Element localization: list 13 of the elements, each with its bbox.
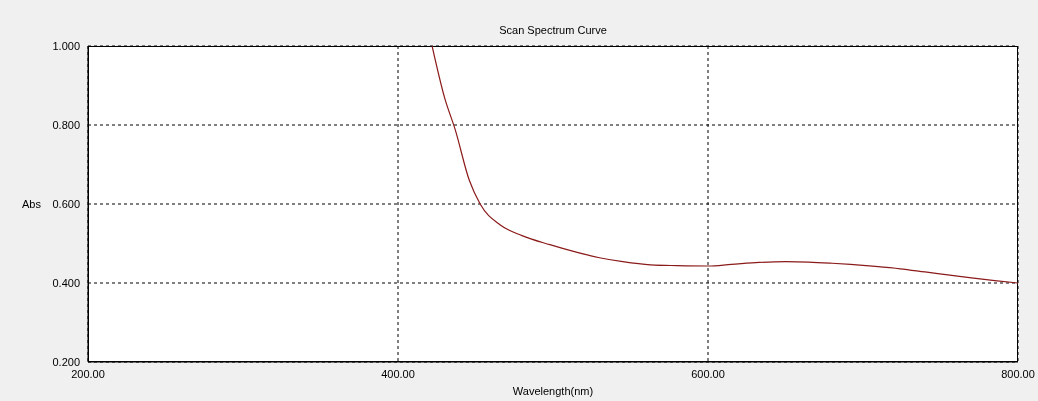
x-tick-label: 400.00 bbox=[381, 367, 415, 380]
chart-title: Scan Spectrum Curve bbox=[498, 24, 608, 36]
y-tick-label: 1.000 bbox=[52, 39, 80, 52]
x-axis-title: Wavelength(nm) bbox=[512, 385, 594, 397]
x-tick-label: 600.00 bbox=[691, 367, 725, 380]
line-series bbox=[431, 46, 1018, 284]
y-tick-label: 0.600 bbox=[52, 197, 80, 210]
y-axis-title: Abs bbox=[22, 197, 42, 210]
x-tick-label: 200.00 bbox=[71, 367, 105, 380]
y-tick-label: 0.200 bbox=[52, 355, 80, 368]
y-tick-label: 0.400 bbox=[52, 276, 80, 289]
y-tick-label: 0.800 bbox=[52, 118, 80, 131]
x-tick-label: 800.00 bbox=[1001, 367, 1035, 380]
